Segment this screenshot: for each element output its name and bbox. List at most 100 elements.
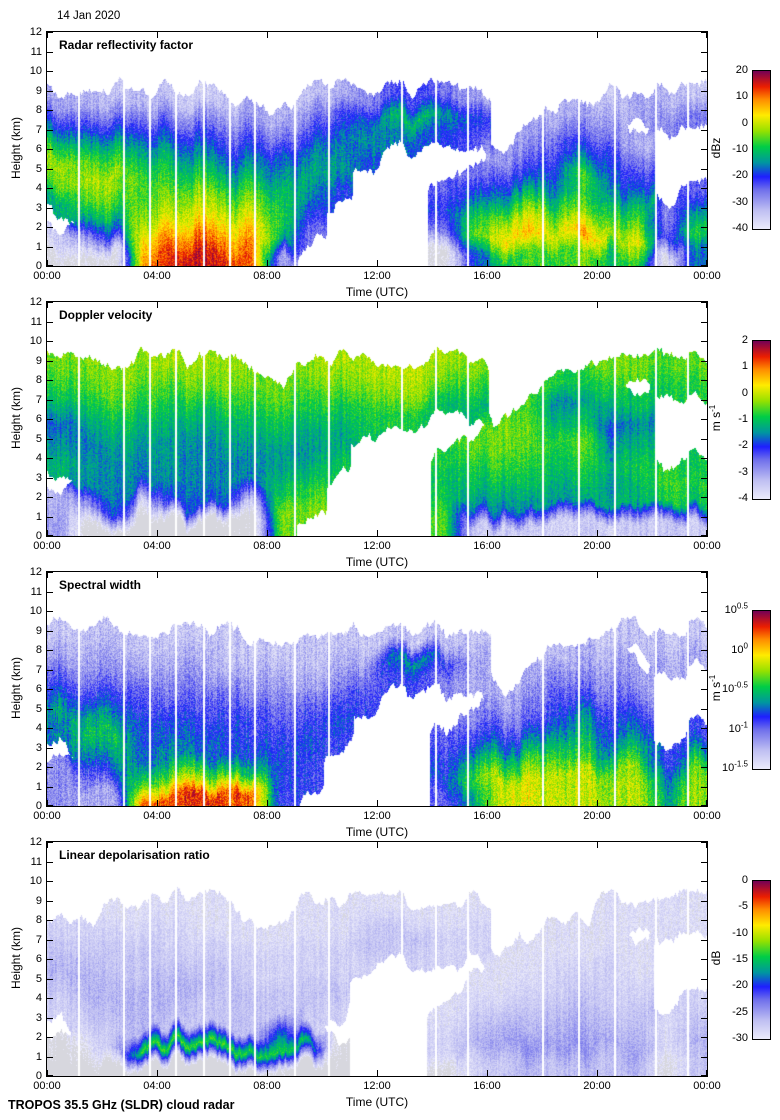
y-axis-label: Height (km) [9, 117, 23, 180]
y-tick-mark [701, 748, 707, 749]
x-tick-mark [597, 260, 598, 266]
footer-label: TROPOS 35.5 GHz (SLDR) cloud radar [8, 1098, 235, 1112]
y-tick-label: 3 [35, 1011, 42, 1024]
y-tick-mark [47, 149, 53, 150]
x-axis-label: Time (UTC) [345, 285, 409, 299]
y-axis-label: Height (km) [9, 927, 23, 990]
y-tick-mark [47, 998, 53, 999]
y-tick-mark [701, 940, 707, 941]
x-tick-label: 00:00 [33, 1080, 61, 1092]
y-tick-mark [47, 689, 53, 690]
y-tick-mark [47, 247, 53, 248]
y-tick-mark [47, 52, 53, 53]
x-tick-mark [487, 800, 488, 806]
x-tick-mark [377, 842, 378, 848]
x-tick-mark [597, 842, 598, 848]
x-tick-mark [157, 1070, 158, 1076]
y-tick-mark [47, 478, 53, 479]
y-tick-mark [47, 709, 53, 710]
y-tick-label: 0 [35, 530, 42, 542]
y-tick-mark [701, 247, 707, 248]
y-tick-mark [47, 91, 53, 92]
y-tick-mark [701, 439, 707, 440]
y-axis-label: Height (km) [9, 387, 23, 450]
x-tick-mark [377, 302, 378, 308]
colorbar-tick-label: 10-1 [728, 719, 748, 735]
y-tick-mark [47, 1018, 53, 1019]
x-tick-mark [706, 1070, 707, 1076]
colorbar-tick-label: -40 [732, 222, 748, 234]
colorbar-spectral-width [752, 610, 771, 770]
x-axis-label: Time (UTC) [345, 555, 409, 569]
x-tick-label: 08:00 [253, 270, 281, 282]
heatmap-canvas-reflectivity [47, 32, 707, 266]
x-tick-label: 16:00 [473, 270, 501, 282]
x-tick-mark [706, 530, 707, 536]
y-tick-label: 7 [35, 123, 42, 136]
y-tick-mark [701, 805, 707, 806]
y-tick-label: 11 [30, 855, 42, 868]
x-tick-mark [377, 260, 378, 266]
y-tick-mark [701, 400, 707, 401]
colorbar-tick-label: -3 [738, 465, 748, 478]
y-tick-mark [701, 767, 707, 768]
y-tick-mark [47, 497, 53, 498]
x-tick-mark [157, 530, 158, 536]
colorbar-tick-label: -4 [738, 492, 748, 504]
y-tick-mark [47, 650, 53, 651]
y-tick-mark [701, 1057, 707, 1058]
y-tick-mark [47, 592, 53, 593]
y-tick-mark [701, 862, 707, 863]
y-tick-label: 11 [30, 315, 42, 328]
y-tick-mark [47, 130, 53, 131]
colorbar-unit-reflectivity: dBz [709, 137, 723, 159]
y-tick-mark [47, 611, 53, 612]
x-tick-mark [377, 800, 378, 806]
x-tick-mark [706, 302, 707, 308]
date-label: 14 Jan 2020 [57, 10, 121, 22]
x-tick-mark [377, 32, 378, 38]
x-tick-label: 16:00 [473, 540, 501, 552]
y-tick-mark [701, 478, 707, 479]
colorbar-tick-label: 10 [735, 90, 748, 103]
y-tick-mark [47, 767, 53, 768]
x-tick-label: 12:00 [363, 1080, 391, 1092]
x-tick-mark [597, 572, 598, 578]
x-tick-mark [597, 32, 598, 38]
colorbar-tick-label: -20 [732, 979, 748, 992]
x-tick-label: 00:00 [33, 540, 61, 552]
y-tick-mark [47, 71, 53, 72]
y-tick-label: 6 [35, 683, 42, 695]
y-tick-mark [47, 631, 53, 632]
panel-spectral-width: Spectral width [46, 571, 708, 807]
y-tick-label: 3 [35, 741, 42, 754]
y-tick-mark [47, 670, 53, 671]
colorbar-tick-label: -30 [732, 195, 748, 208]
y-tick-label: 10 [29, 335, 42, 347]
y-tick-label: 12 [29, 566, 42, 578]
x-tick-label: 12:00 [363, 270, 391, 282]
y-tick-mark [47, 1057, 53, 1058]
y-tick-mark [47, 1037, 53, 1038]
x-tick-mark [487, 572, 488, 578]
x-tick-mark [597, 530, 598, 536]
x-tick-label: 08:00 [253, 1080, 281, 1092]
x-tick-mark [487, 1070, 488, 1076]
panel-title-reflectivity: Radar reflectivity factor [57, 38, 196, 52]
y-tick-mark [701, 517, 707, 518]
y-tick-label: 1 [35, 510, 42, 523]
y-tick-mark [47, 110, 53, 111]
colorbar-tick-label: 20 [735, 64, 748, 76]
y-tick-mark [701, 920, 707, 921]
y-tick-label: 6 [35, 143, 42, 155]
x-tick-mark [47, 1070, 48, 1076]
colorbar-unit-ldr: dB [709, 950, 723, 966]
colorbar-tick-label: 100 [731, 640, 748, 656]
colorbar-tick-label: -10 [732, 143, 748, 155]
colorbar-ldr [752, 880, 771, 1040]
colorbar-doppler-velocity [752, 340, 771, 500]
y-tick-label: 6 [35, 953, 42, 965]
y-tick-mark [701, 380, 707, 381]
y-tick-mark [701, 650, 707, 651]
